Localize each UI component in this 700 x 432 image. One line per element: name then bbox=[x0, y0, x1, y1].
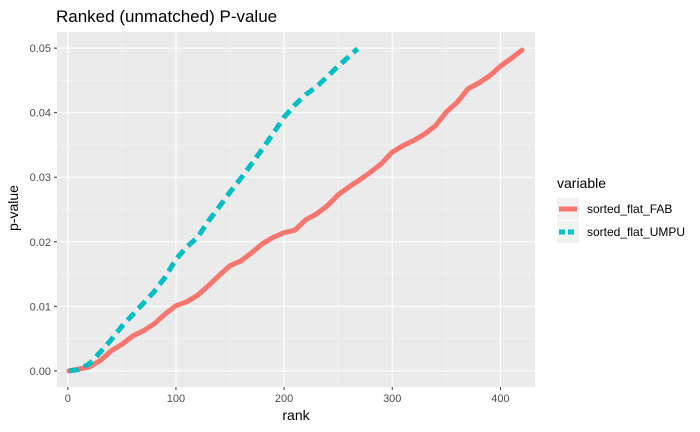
y-tick-label: 0.05 bbox=[30, 43, 51, 55]
chart-title: Ranked (unmatched) P-value bbox=[56, 7, 277, 26]
legend-title: variable bbox=[557, 175, 606, 191]
x-tick-label: 300 bbox=[383, 393, 401, 405]
x-tick-label: 100 bbox=[167, 393, 185, 405]
legend: variable sorted_flat_FAB sorted_flat_UMPU bbox=[557, 175, 685, 243]
y-axis-title: p-value bbox=[5, 185, 21, 231]
legend-label-sorted_flat_FAB: sorted_flat_FAB bbox=[587, 202, 672, 216]
y-tick-label: 0.02 bbox=[30, 237, 51, 249]
x-axis-title: rank bbox=[282, 407, 310, 423]
legend-label-sorted_flat_UMPU: sorted_flat_UMPU bbox=[587, 225, 685, 239]
x-axis: 0 100 200 300 400 bbox=[65, 387, 510, 405]
y-tick-label: 0.03 bbox=[30, 172, 51, 184]
grid-minor bbox=[57, 32, 535, 387]
y-tick-label: 0.01 bbox=[30, 301, 51, 313]
x-tick-label: 200 bbox=[275, 393, 293, 405]
series-line-sorted_flat_UMPU bbox=[68, 46, 360, 374]
y-tick-label: 0.00 bbox=[30, 366, 51, 378]
series-line-sorted_flat_FAB bbox=[66, 47, 525, 374]
series-layer bbox=[66, 46, 525, 374]
y-axis: 0.00 0.01 0.02 0.03 0.04 0.05 bbox=[30, 43, 57, 378]
x-tick-label: 400 bbox=[491, 393, 509, 405]
y-tick-label: 0.04 bbox=[30, 108, 51, 120]
grid-major bbox=[57, 32, 535, 387]
x-tick-label: 0 bbox=[65, 393, 71, 405]
